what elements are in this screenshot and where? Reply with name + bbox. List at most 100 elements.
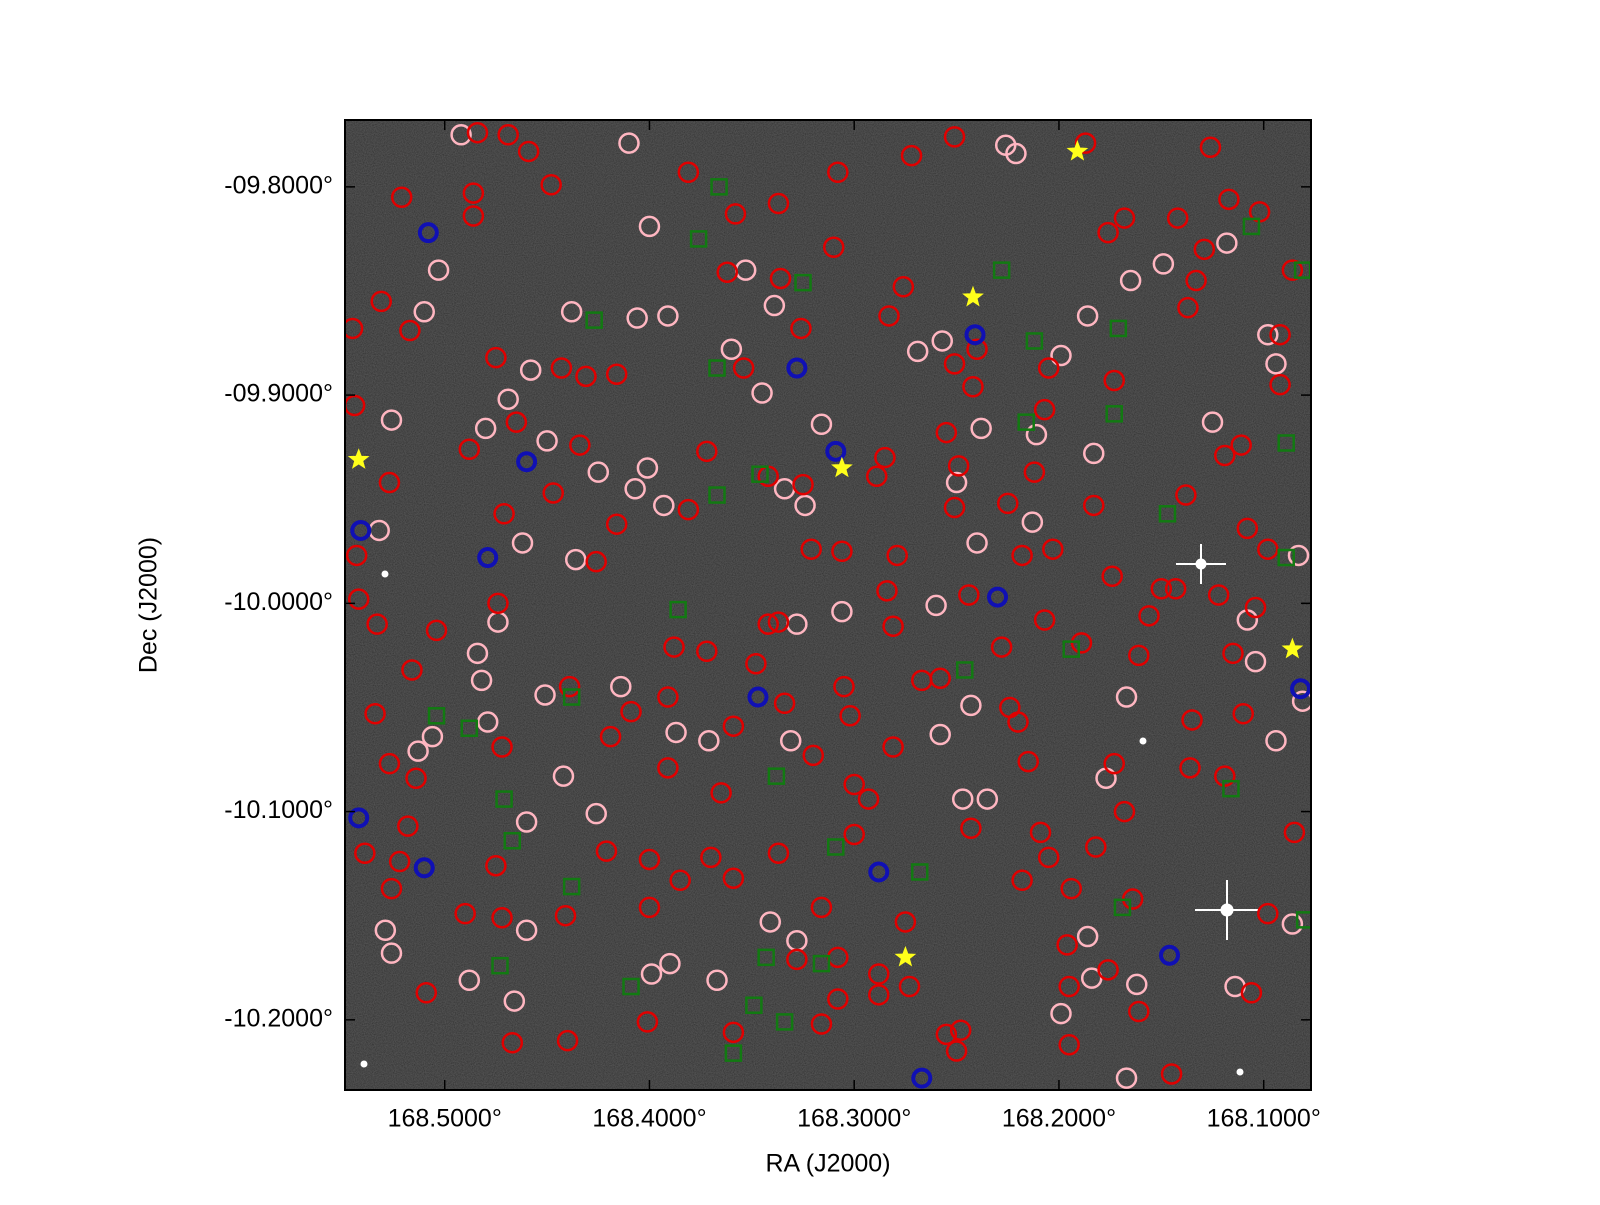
source-circle — [497, 388, 519, 411]
source-circle — [1199, 136, 1222, 159]
source-circle — [935, 1023, 958, 1046]
source-circle — [458, 438, 481, 460]
source-circle — [407, 740, 429, 762]
y-tick-label: -09.9000° — [224, 380, 333, 408]
source-circle — [364, 702, 386, 725]
source-circle — [757, 613, 779, 635]
source-square — [1025, 332, 1044, 350]
source-circle — [696, 640, 718, 662]
source-circle — [458, 969, 481, 992]
source-circle — [722, 715, 745, 737]
source-circle — [450, 124, 472, 146]
source-circle — [1017, 750, 1039, 773]
source-circle — [552, 765, 575, 787]
source-circle — [515, 811, 538, 833]
source-circle — [1128, 1000, 1150, 1023]
source-circle — [1076, 305, 1099, 327]
source-circle — [505, 411, 528, 433]
source-circle — [585, 802, 607, 825]
source-circle — [636, 457, 659, 479]
source-circle — [802, 744, 825, 767]
source-circle — [390, 186, 413, 209]
source-circle — [1103, 752, 1125, 775]
source-circle — [825, 440, 847, 462]
source-circle — [1269, 323, 1291, 346]
source-circle — [1050, 344, 1072, 367]
source-circle — [1201, 411, 1224, 433]
source-circle — [519, 359, 542, 381]
source-circle — [491, 907, 513, 929]
source-circle — [476, 711, 499, 733]
source-circle — [1011, 544, 1033, 567]
source-circle — [1152, 253, 1175, 275]
source-circle — [1214, 444, 1236, 467]
y-tick-label: -10.2000° — [224, 1004, 333, 1032]
source-circle — [745, 652, 767, 675]
source-circle — [898, 975, 921, 998]
source-square — [622, 977, 640, 996]
source-circle — [1058, 1034, 1080, 1056]
source-circle — [378, 752, 401, 775]
source-circle — [786, 948, 808, 971]
source-circle — [380, 877, 403, 900]
source-circle — [1076, 925, 1099, 948]
source-circle — [906, 340, 929, 363]
source-circle — [1037, 846, 1060, 869]
source-square — [1277, 548, 1295, 567]
source-circle — [610, 675, 632, 698]
source-circle — [810, 896, 833, 919]
source-circle — [401, 659, 423, 681]
source-circle — [722, 1021, 745, 1044]
source-circle — [947, 455, 970, 477]
source-circle — [833, 675, 855, 698]
source-square — [992, 261, 1011, 279]
source-circle — [759, 911, 782, 933]
source-circle — [724, 203, 747, 225]
source-circle — [878, 305, 900, 327]
source-circle — [900, 144, 923, 167]
source-circle — [491, 736, 513, 758]
source-circle — [348, 807, 370, 829]
source-circle — [466, 121, 489, 144]
source-square — [503, 831, 522, 850]
source-circle — [857, 788, 880, 810]
star — [1139, 737, 1147, 745]
source-circle — [876, 580, 898, 602]
source-circle — [945, 471, 968, 494]
source-circle — [822, 236, 845, 258]
x-axis-label: RA (J2000) — [765, 1150, 890, 1178]
source-circle — [1138, 605, 1160, 627]
source-circle — [1177, 296, 1199, 319]
source-square — [794, 273, 812, 292]
source-circle — [653, 494, 675, 517]
source-circle — [966, 532, 988, 554]
source-circle — [347, 588, 370, 610]
source-circle — [943, 353, 966, 375]
source-circle — [911, 669, 933, 692]
source-circle — [1005, 142, 1027, 165]
source-circle — [949, 1019, 972, 1041]
source-circle — [638, 215, 661, 238]
source-circle — [585, 550, 607, 573]
source-circle — [886, 544, 908, 567]
source-circle — [935, 421, 958, 444]
source-circle — [565, 548, 587, 571]
x-tick-label: 168.3000° — [797, 1105, 911, 1133]
source-circle — [511, 532, 534, 554]
source-circle — [657, 757, 679, 779]
source-circle — [405, 767, 427, 790]
source-circle — [827, 161, 849, 184]
source-circle — [558, 675, 581, 698]
source-circle — [976, 788, 999, 810]
source-circle — [839, 705, 861, 727]
source-circle — [1214, 765, 1236, 787]
source-circle — [831, 540, 853, 563]
source-circle — [587, 461, 610, 483]
source-circle — [556, 1029, 579, 1052]
source-square — [827, 838, 845, 856]
source-circle — [720, 338, 743, 361]
source-circle — [1011, 869, 1033, 892]
source-circle — [831, 600, 853, 623]
source-circle — [1281, 259, 1304, 281]
